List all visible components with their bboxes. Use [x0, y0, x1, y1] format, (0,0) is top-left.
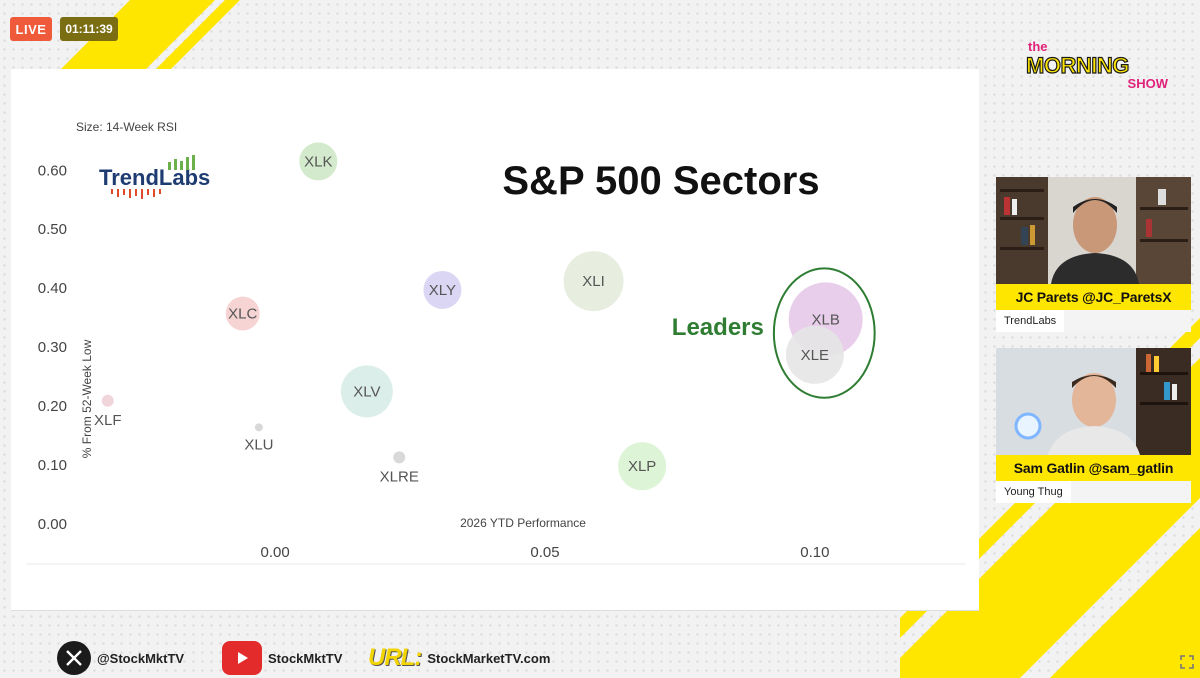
bubble-label-xlc: XLC	[228, 306, 257, 323]
x-tick-label: 0.10	[800, 544, 829, 561]
bubble-label-xlf: XLF	[94, 412, 122, 429]
guest-2-name: Sam Gatlin @sam_gatlin	[996, 455, 1191, 481]
url-label: URL:	[368, 644, 422, 671]
bubble-xli	[563, 251, 624, 312]
y-tick-label: 0.20	[38, 398, 67, 415]
y-tick-label: 0.30	[38, 339, 67, 356]
youtube-social-link[interactable]: StockMktTV	[222, 640, 342, 676]
bubble-xlre	[393, 451, 406, 464]
x-tick-label: 0.05	[530, 544, 559, 561]
bubble-label-xlv: XLV	[353, 383, 380, 400]
bubble-label-xlk: XLK	[304, 153, 332, 170]
bubble-xlv	[340, 365, 393, 418]
y-tick-label: 0.00	[38, 516, 67, 533]
guest-video-1	[996, 177, 1191, 284]
bubble-xlc	[225, 296, 260, 331]
bubble-label-xlp: XLP	[628, 458, 656, 475]
y-ticks: 0.00 0.10 0.20 0.30 0.40 0.50 0.60	[38, 162, 67, 533]
bubble-label-xli: XLI	[582, 273, 605, 290]
chart-title: S&P 500 Sectors	[502, 159, 819, 203]
chart-panel: Size: 14-Week RSI TrendLabs S&P 500 Se	[11, 69, 979, 611]
leaders-highlight-ring	[772, 267, 876, 399]
y-tick-label: 0.60	[38, 162, 67, 179]
website-link[interactable]: URL: StockMarketTV.com	[368, 640, 550, 676]
bubble-label-xle: XLE	[801, 347, 829, 364]
youtube-handle: StockMktTV	[268, 650, 343, 666]
y-axis-label: % From 52-Week Low	[80, 339, 94, 458]
points: XLK XLY XLI XLC XLB XLE XLV XLF XLU XLRE XLP	[94, 142, 863, 491]
x-tick-label: 0.00	[260, 544, 289, 561]
fullscreen-icon[interactable]	[1180, 655, 1194, 669]
trendlabs-brand: TrendLabs	[99, 155, 210, 199]
leaders-annotation: Leaders	[672, 314, 764, 341]
brand-name: TrendLabs	[99, 165, 210, 190]
bubble-xlk	[299, 142, 338, 181]
guest-camera-1: JC Parets @JC_ParetsX TrendLabs	[996, 177, 1191, 332]
bubble-xlu	[254, 423, 263, 432]
y-tick-label: 0.10	[38, 457, 67, 474]
bubble-xlf	[101, 394, 114, 407]
stream-timer: 01:11:39	[60, 17, 118, 41]
x-handle: @StockMktTV	[97, 650, 185, 666]
x-ticks: 0.00 0.05 0.10	[260, 544, 829, 561]
guest-1-affiliation: TrendLabs	[996, 310, 1065, 332]
logo-line-show: SHOW	[1128, 76, 1169, 91]
guest-video-2	[996, 348, 1191, 455]
size-note: Size: 14-Week RSI	[76, 120, 177, 134]
scatter-chart: Size: 14-Week RSI TrendLabs S&P 500 Se	[26, 120, 966, 565]
corner-stripes-top-left	[40, 0, 240, 90]
youtube-logo-icon	[222, 641, 262, 675]
bubble-label-xlb: XLB	[811, 311, 839, 328]
logo-line-morning: MORNING	[1026, 53, 1129, 78]
bubble-label-xlre: XLRE	[380, 468, 419, 485]
x-social-link[interactable]: @StockMktTV	[57, 640, 184, 676]
bubble-xly	[423, 270, 462, 309]
guest-2-affiliation: Young Thug	[996, 481, 1071, 503]
bubble-xlp	[618, 442, 667, 491]
guest-1-name: JC Parets @JC_ParetsX	[996, 284, 1191, 310]
bubble-label-xlu: XLU	[244, 436, 273, 453]
live-badge: LIVE	[10, 17, 52, 41]
bubble-label-xly: XLY	[429, 282, 456, 299]
y-tick-label: 0.50	[38, 221, 67, 238]
bubble-xle	[785, 325, 844, 384]
logo-line-the: the	[1028, 39, 1048, 54]
x-axis-label: 2026 YTD Performance	[460, 516, 586, 530]
y-tick-label: 0.40	[38, 280, 67, 297]
morning-show-logo: the MORNING SHOW	[1025, 39, 1169, 91]
brand-bars-icon	[111, 155, 195, 199]
x-logo-icon	[57, 641, 91, 675]
website-url: StockMarketTV.com	[427, 650, 551, 666]
guest-camera-2: Sam Gatlin @sam_gatlin Young Thug	[996, 348, 1191, 503]
